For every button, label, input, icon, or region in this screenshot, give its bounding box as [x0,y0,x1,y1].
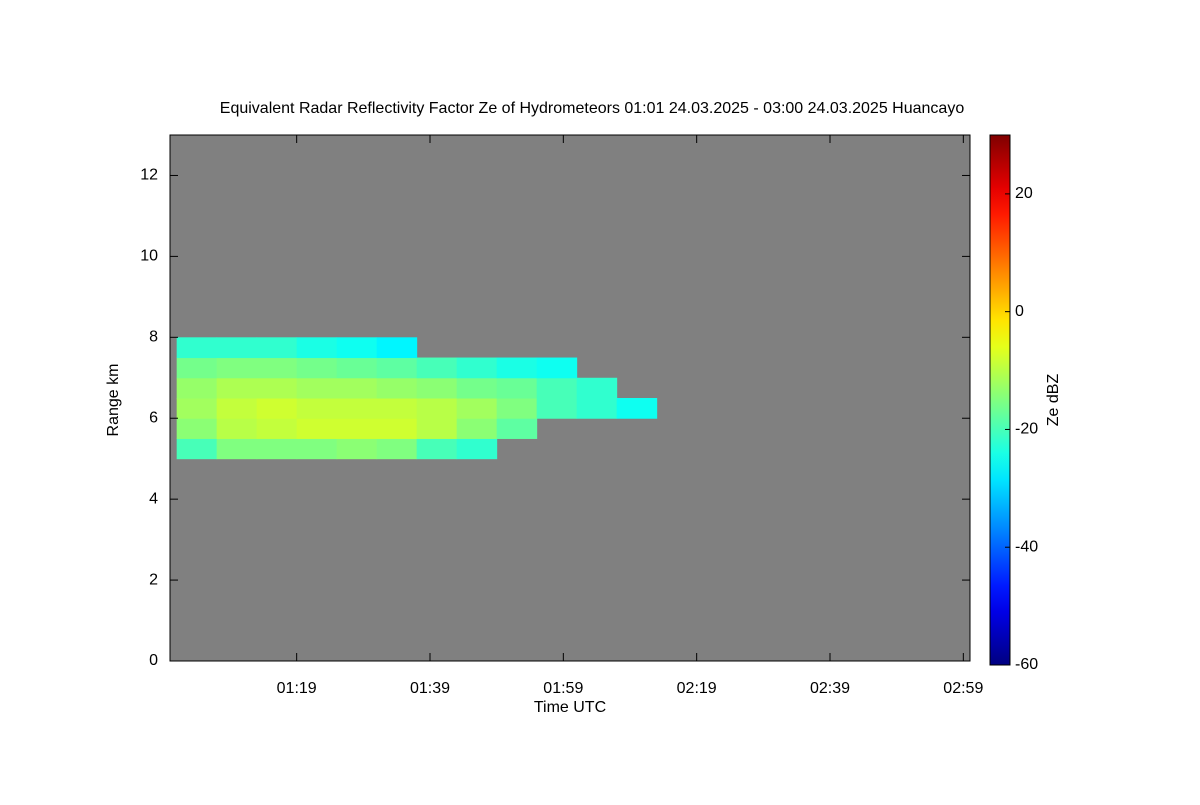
heatmap-cell [456,438,498,460]
y-tick-label: 4 [149,490,158,507]
chart-title: Equivalent Radar Reflectivity Factor Ze … [220,100,965,117]
heatmap-cell [376,438,418,460]
heatmap-cell [456,357,498,379]
heatmap-cell [216,377,258,399]
colorbar-tick-label: -20 [1015,421,1038,438]
heatmap-cell [296,398,338,419]
heatmap-cell [416,377,458,399]
y-tick-label: 2 [149,571,158,588]
heatmap-cell [296,337,338,359]
heatmap-cell [256,418,298,439]
heatmap-cell [496,357,538,379]
heatmap-cell [336,398,378,419]
heatmap-cell [496,418,538,439]
y-tick-label: 10 [140,248,158,265]
heatmap-cell [336,357,378,379]
heatmap-cell [536,357,578,379]
x-axis-label: Time UTC [534,699,606,716]
heatmap-cell [536,377,578,399]
heatmap-cell [256,438,298,460]
heatmap-cell [416,398,458,419]
x-tick-label: 01:59 [543,680,583,697]
heatmap-cell [336,418,378,439]
heatmap-cell [496,398,538,419]
heatmap-cell [176,337,218,359]
heatmap-cell [536,398,578,419]
heatmap-cell [176,438,218,460]
heatmap-cell [256,377,298,399]
heatmap-cell [256,337,298,359]
heatmap-cell [376,337,418,359]
heatmap-cell [416,418,458,439]
y-axis-label: Range km [105,364,122,437]
heatmap-cell [296,357,338,379]
heatmap-cell [336,438,378,460]
heatmap-cell [456,418,498,439]
colorbar-tick-label: -60 [1015,656,1038,673]
y-tick-label: 8 [149,329,158,346]
heatmap-cell [256,357,298,379]
heatmap-cell [416,438,458,460]
heatmap-cell [336,337,378,359]
heatmap-cell [176,377,218,399]
heatmap-cell [496,377,538,399]
colorbar-label: Ze dBZ [1045,374,1062,427]
heatmap-cell [376,418,418,439]
heatmap-cell [296,418,338,439]
y-tick-label: 12 [140,167,158,184]
heatmap-cell [176,398,218,419]
heatmap-cell [256,398,298,419]
colorbar [989,134,1011,666]
heatmap-cell [576,377,618,399]
heatmap-cell [216,438,258,460]
heatmap-cell [376,357,418,379]
heatmap-cell [216,418,258,439]
heatmap-cell [216,398,258,419]
heatmap-cell [616,398,658,419]
heatmap-cell [216,337,258,359]
colorbar-tick-label: -40 [1015,538,1038,555]
x-tick-label: 01:39 [410,680,450,697]
colorbar-tick-label: 20 [1015,185,1033,202]
heatmap-cell [456,377,498,399]
heatmap-cell [376,398,418,419]
heatmap-cell [216,357,258,379]
heatmap-cell [296,377,338,399]
x-tick-label: 02:39 [810,680,850,697]
y-tick-label: 0 [149,652,158,669]
heatmap-cell [376,377,418,399]
heatmap-cell [296,438,338,460]
y-tick-label: 6 [149,409,158,426]
x-tick-label: 01:19 [277,680,317,697]
heatmap-cell [576,398,618,419]
x-tick-label: 02:59 [943,680,983,697]
x-tick-label: 02:19 [677,680,717,697]
heatmap-cell [456,398,498,419]
plot-frame [169,134,971,662]
heatmap-cell [176,357,218,379]
colorbar-tick-label: 0 [1015,303,1024,320]
heatmap-cell [336,377,378,399]
heatmap-cell [176,418,218,439]
heatmap-cell [416,357,458,379]
